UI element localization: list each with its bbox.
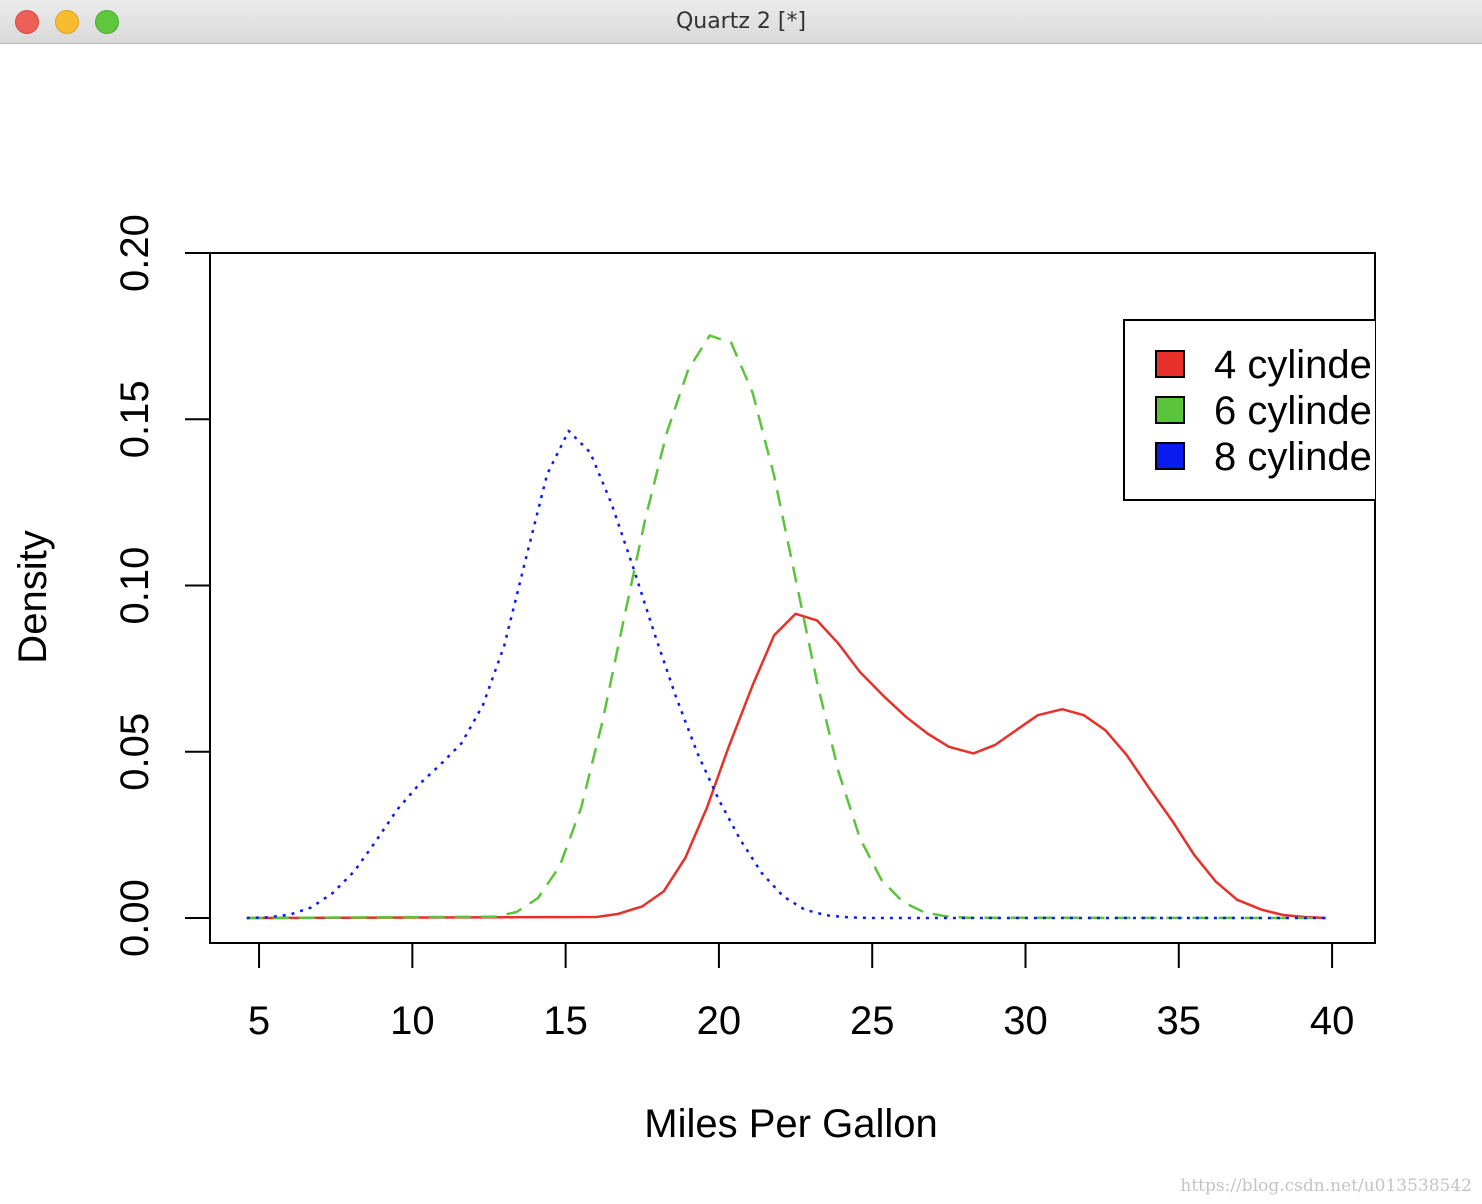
y-tick-label: 0.20 <box>113 214 157 292</box>
legend-swatch <box>1155 396 1185 424</box>
close-window-button[interactable] <box>15 10 39 34</box>
y-tick-label: 0.15 <box>113 380 157 458</box>
x-tick-label: 20 <box>697 999 742 1043</box>
legend-swatch <box>1155 350 1185 378</box>
x-tick-label: 15 <box>543 999 588 1043</box>
legend-label: 6 cylinde <box>1214 389 1372 433</box>
legend-swatch <box>1155 442 1185 470</box>
y-tick-label: 0.00 <box>113 879 157 957</box>
series-line-8-cylinders <box>246 429 1326 920</box>
x-tick-label: 30 <box>1003 999 1048 1043</box>
series-line-6-cylinders <box>246 334 1326 920</box>
window-title: Quartz 2 [*] <box>675 9 807 34</box>
legend-label: 4 cylinde <box>1214 343 1372 387</box>
y-tick-label: 0.10 <box>113 547 157 625</box>
x-tick-label: 40 <box>1310 999 1355 1043</box>
watermark: https://blog.csdn.net/u013538542 <box>1180 1176 1472 1196</box>
x-tick-label: 5 <box>248 999 270 1043</box>
y-tick-label: 0.05 <box>113 713 157 791</box>
series-line-4-cylinders <box>246 612 1326 920</box>
x-axis-label: Miles Per Gallon <box>644 1102 937 1146</box>
x-axis: 5 10 15 20 25 30 35 40 <box>248 942 1355 1043</box>
density-plot: 5 10 15 20 25 30 35 40 0.00 0.05 0.10 0.15 0.20 Mil… <box>11 214 1376 1146</box>
legend-label: 8 cylinde <box>1214 435 1372 479</box>
x-tick-label: 25 <box>850 999 895 1043</box>
x-tick-label: 35 <box>1157 999 1202 1043</box>
x-tick-label: 10 <box>390 999 435 1043</box>
window-titlebar: Quartz 2 [*] <box>0 0 1482 44</box>
y-axis: 0.00 0.05 0.10 0.15 0.20 <box>113 214 211 957</box>
y-axis-label: Density <box>11 530 55 663</box>
minimize-window-button[interactable] <box>55 10 79 34</box>
zoom-window-button[interactable] <box>95 10 119 34</box>
